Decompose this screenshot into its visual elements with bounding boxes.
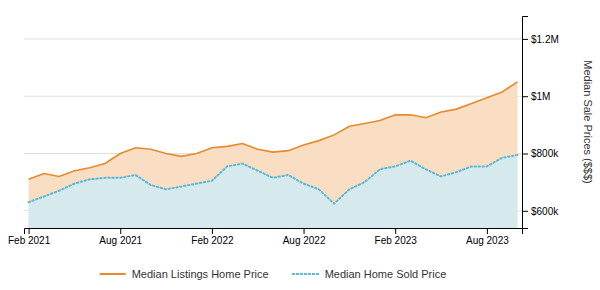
y-axis: $600k $800k $1M $1.2M: [522, 17, 559, 229]
chart: Feb 2021 Aug 2021 Feb 2022 Aug 2022 Feb 2023…: [0, 0, 600, 290]
y-axis-title: Median Sale Prices ($$$): [582, 60, 594, 184]
y-axis-line: [523, 17, 529, 229]
x-tick-label: Aug 2022: [283, 235, 326, 246]
x-tick: Feb 2023: [375, 228, 418, 246]
x-tick: Feb 2021: [8, 228, 51, 246]
line: [29, 155, 518, 204]
y-tick-label: $1.2M: [531, 34, 559, 45]
y-tick-label: $1M: [531, 91, 550, 102]
y-tick-mark: [522, 96, 528, 97]
y-tick-mark: [522, 39, 528, 40]
y-tick: $600k: [522, 206, 559, 217]
legend-swatch: [293, 273, 319, 275]
legend-label: Median Home Sold Price: [325, 268, 447, 280]
y-tick: $1M: [522, 91, 550, 102]
y-tick-mark: [522, 154, 528, 155]
legend-label: Median Listings Home Price: [132, 268, 269, 280]
y-tick: $800k: [522, 148, 559, 159]
x-tick-mark: [212, 228, 213, 234]
y-tick-label: $600k: [531, 206, 559, 217]
x-tick: Aug 2023: [466, 228, 509, 246]
y-tick-label: $800k: [531, 148, 559, 159]
x-axis: Feb 2021 Aug 2021 Feb 2022 Aug 2022 Feb 2023…: [8, 228, 523, 246]
grid-line: [24, 96, 522, 97]
marks: [29, 82, 518, 228]
legend-item: Median Home Sold Price: [293, 268, 447, 280]
x-axis-line: [25, 229, 523, 235]
x-tick-label: Feb 2022: [191, 235, 234, 246]
x-tick: Aug 2022: [283, 228, 326, 246]
x-tick-mark: [29, 228, 30, 234]
legend-swatch: [100, 273, 126, 275]
x-tick-label: Aug 2023: [466, 235, 509, 246]
x-tick-label: Feb 2023: [375, 235, 418, 246]
line: [29, 82, 518, 179]
y-tick-mark: [522, 211, 528, 212]
x-tick-label: Aug 2021: [99, 235, 142, 246]
area: [29, 82, 518, 228]
grid-line: [24, 38, 522, 39]
x-tick-label: Feb 2021: [8, 235, 51, 246]
x-tick-mark: [487, 228, 488, 234]
x-tick-mark: [120, 228, 121, 234]
plot: Feb 2021 Aug 2021 Feb 2022 Aug 2022 Feb 2023…: [8, 17, 559, 247]
legend-item: Median Listings Home Price: [100, 268, 269, 280]
x-tick: Feb 2022: [191, 228, 234, 246]
x-tick-mark: [304, 228, 305, 234]
x-tick-mark: [395, 228, 396, 234]
y-tick: $1.2M: [522, 34, 559, 45]
area: [29, 155, 518, 228]
legend: Median Listings Home Price Median Home So…: [100, 268, 447, 280]
x-tick: Aug 2021: [99, 228, 142, 246]
